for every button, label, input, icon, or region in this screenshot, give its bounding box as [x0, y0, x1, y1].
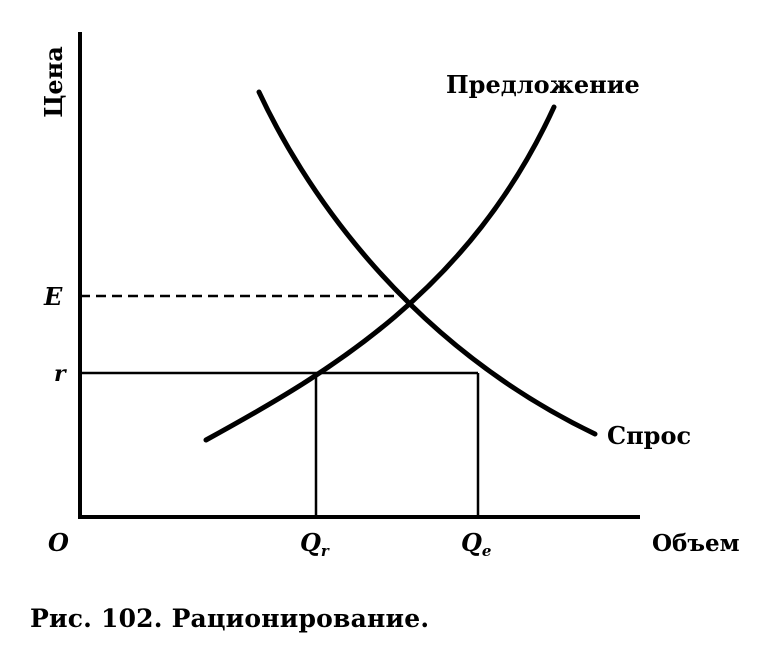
figure-caption: Рис. 102. Рационирование.: [30, 604, 430, 633]
x-tick-qe-base: Q: [461, 528, 482, 557]
y-tick-r: r: [54, 361, 67, 387]
x-tick-qr-base: Q: [300, 528, 321, 557]
x-tick-qe: Qe: [461, 528, 491, 560]
demand-curve-label: Спрос: [607, 421, 691, 450]
demand-curve: [256, 89, 598, 437]
x-axis-label: Объем: [652, 530, 740, 557]
supply-curve: [203, 104, 557, 443]
x-tick-qr: Qr: [300, 528, 330, 560]
y-tick-E: E: [43, 282, 63, 311]
y-axis-label: Цена: [39, 46, 68, 118]
origin-label: O: [48, 528, 69, 557]
x-tick-qe-sub: e: [482, 542, 492, 560]
x-tick-qr-sub: r: [321, 542, 330, 560]
supply-curve-label: Предложение: [446, 70, 640, 99]
